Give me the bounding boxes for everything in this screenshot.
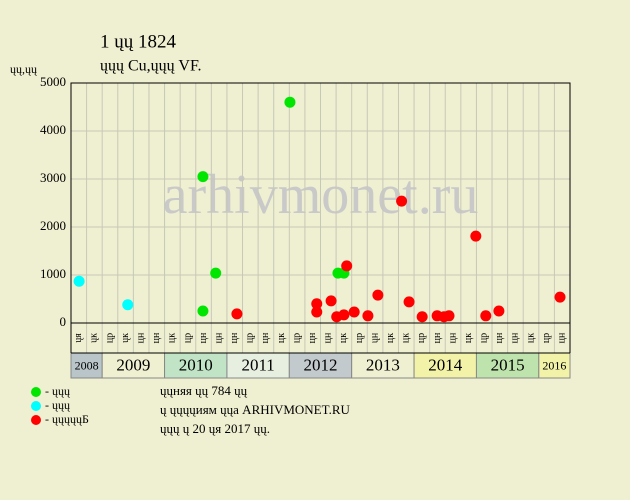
data-point <box>325 295 337 307</box>
period-label: цн <box>307 332 318 343</box>
legend-marker <box>31 401 41 411</box>
period-label: цн <box>229 332 240 343</box>
data-point <box>416 311 428 323</box>
data-point <box>372 289 384 301</box>
chart-title: 1 ųų 1824 <box>100 31 177 52</box>
year-label: 2010 <box>179 355 213 374</box>
period-label: цр <box>291 333 302 343</box>
period-label: цр <box>182 333 193 343</box>
year-band <box>101 352 166 379</box>
y-tick-label: 0 <box>60 314 67 329</box>
period-label: цр <box>416 333 427 343</box>
period-label: цр <box>245 333 256 343</box>
data-point <box>403 296 415 308</box>
y-tick-label: 2000 <box>40 218 66 233</box>
period-label: цр <box>104 333 115 343</box>
y-axis-label: ųų,ųų <box>10 62 37 76</box>
data-point <box>348 306 360 318</box>
period-label: цн <box>510 332 521 343</box>
data-point <box>362 310 374 322</box>
data-point <box>73 275 85 287</box>
period-label: цн <box>151 332 162 343</box>
year-label: 2015 <box>491 355 525 374</box>
chart-subtitle: ųųų Cu,ųųų VF. <box>100 58 202 75</box>
data-point <box>443 310 455 322</box>
year-label: 2011 <box>241 355 274 374</box>
plot-frame <box>70 82 571 324</box>
data-point <box>470 230 482 242</box>
legend-marker <box>31 415 41 425</box>
year-label: 2013 <box>366 355 400 374</box>
period-label: ųк <box>89 333 100 343</box>
y-tick-label: 4000 <box>40 122 66 137</box>
period-label: цк <box>167 333 178 343</box>
data-point <box>341 260 353 272</box>
data-point <box>338 309 350 321</box>
legend-marker <box>31 387 41 397</box>
data-point <box>493 305 505 317</box>
period-label: цк <box>463 333 474 343</box>
year-band <box>538 352 571 379</box>
period-label: ųн <box>369 332 380 343</box>
y-tick-label: 1000 <box>40 266 66 281</box>
period-label: цк <box>276 333 287 343</box>
y-tick-label: 3000 <box>40 170 66 185</box>
period-label: цк <box>401 333 412 343</box>
period-label: цн <box>198 332 209 343</box>
period-label: цн <box>260 332 271 343</box>
period-label: ųя <box>73 333 84 343</box>
legend-label: - ųųų <box>45 384 70 398</box>
period-label: цн <box>135 332 146 343</box>
period-label: цр <box>541 333 552 343</box>
period-label: цн <box>557 332 568 343</box>
period-label: цн <box>447 332 458 343</box>
data-point <box>197 305 209 317</box>
period-label: цр <box>479 333 490 343</box>
year-label: 2008 <box>75 358 99 372</box>
year-band <box>413 352 477 379</box>
data-point <box>480 310 492 322</box>
period-label: цн <box>323 332 334 343</box>
year-label: 2012 <box>304 355 338 374</box>
data-point <box>311 306 323 318</box>
period-label: цк <box>338 333 349 343</box>
period-label: ųк <box>120 333 131 343</box>
note: ųųų ų 20 ųя 2017 ųų. <box>160 421 270 436</box>
period-label: цк <box>385 333 396 343</box>
period-label: цн <box>432 332 443 343</box>
note: ų ųųųųиям ųųа ARHIVMONET.RU <box>160 402 351 417</box>
legend-label: - ųųųųųБ <box>45 412 89 426</box>
data-point <box>197 171 209 183</box>
data-point <box>231 308 243 320</box>
data-point <box>284 96 296 108</box>
period-label: цр <box>354 333 365 343</box>
data-point <box>554 291 566 303</box>
data-point <box>396 195 408 207</box>
note: ųųняя ųų 784 ųų <box>160 383 248 398</box>
year-label: 2016 <box>542 358 566 372</box>
period-label: цк <box>525 333 536 343</box>
data-point <box>311 298 323 310</box>
y-tick-label: 5000 <box>40 74 66 89</box>
year-label: 2014 <box>428 355 463 374</box>
year-band <box>288 352 353 379</box>
period-label: цн <box>494 332 505 343</box>
period-label: цн <box>213 332 224 343</box>
data-point <box>210 267 222 279</box>
year-band <box>475 352 540 379</box>
data-point <box>122 299 134 311</box>
year-band <box>351 352 415 379</box>
legend-label: - ųųų <box>45 398 70 412</box>
year-label: 2009 <box>116 355 150 374</box>
